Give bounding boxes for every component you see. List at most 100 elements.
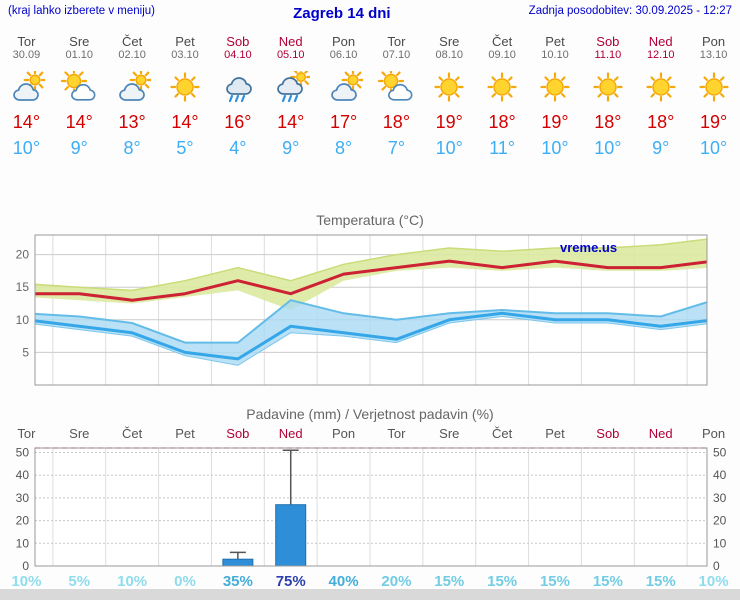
- sunny-icon: [589, 69, 627, 107]
- day-date: 02.10: [118, 49, 146, 61]
- temp-max: 13°: [118, 112, 146, 132]
- day-date: 03.10: [171, 49, 199, 61]
- temp-max: 19°: [541, 112, 569, 132]
- day-column[interactable]: Pon 13.10 19° 10°: [687, 34, 740, 168]
- temp-max: 14°: [277, 112, 305, 132]
- temp-ytick: 5: [22, 345, 29, 359]
- day-column[interactable]: Tor 30.09 14° 10°: [0, 34, 53, 168]
- rain-icon: [219, 69, 257, 107]
- temp-min: 7°: [387, 138, 406, 158]
- precip-probability: 75%: [275, 573, 306, 590]
- temp-max: 18°: [594, 112, 622, 132]
- day-name: Sre: [69, 34, 90, 49]
- day-name: Sob: [226, 34, 250, 49]
- day-date: 08.10: [435, 49, 464, 61]
- day-column[interactable]: Tor 07.10 18° 7°: [370, 34, 423, 168]
- precip-probability: 15%: [434, 573, 465, 590]
- precip-day-label: Tor: [17, 426, 36, 441]
- day-date: 01.10: [65, 49, 94, 61]
- precip-day-label: Pon: [332, 426, 356, 441]
- temp-min: 10°: [541, 138, 569, 158]
- temp-max: 17°: [329, 112, 358, 132]
- day-column[interactable]: Sob 11.10 18° 10°: [581, 34, 634, 168]
- day-date: 12.10: [646, 49, 675, 61]
- tmin-range-line: [35, 299, 707, 344]
- sunny-icon: [695, 69, 733, 107]
- temp-max: 14°: [65, 112, 93, 132]
- day-name: Ned: [648, 34, 673, 49]
- tmin-low-edge: [35, 315, 707, 366]
- day-date: 04.10: [224, 49, 252, 61]
- precip-day-label: Tor: [387, 426, 406, 441]
- tmax-range-line: [35, 237, 707, 292]
- precip-bar: [222, 558, 254, 567]
- footer-bar: [0, 589, 740, 600]
- temp-min: 4°: [229, 138, 247, 158]
- day-column[interactable]: Čet 09.10 18° 11°: [476, 34, 529, 168]
- precip-ytick-right: 10: [713, 536, 727, 550]
- precip-probability: 15%: [592, 573, 623, 590]
- temperature-chart: 5 10 15 20 vreme.us: [16, 234, 708, 386]
- temp-max: 19°: [699, 112, 728, 132]
- day-column[interactable]: Čet 02.10 13° 8°: [106, 34, 159, 168]
- precip-probability: 10%: [11, 573, 42, 590]
- day-name: Čet: [122, 34, 143, 49]
- precip-probability: 15%: [539, 573, 570, 590]
- precip-probability: 40%: [328, 573, 359, 590]
- precip-ytick-left: 10: [16, 536, 30, 550]
- day-column[interactable]: Sre 01.10 14° 9°: [53, 34, 106, 168]
- sunny-icon: [166, 69, 204, 107]
- precip-day-label: Ned: [648, 426, 673, 441]
- tmax-line: [35, 259, 707, 302]
- day-table: Tor 30.09 14° 10° Sre 01.10 14° 9° Čet 02.10 13° 8°…: [0, 26, 740, 168]
- precip-probability-row: 10% 5% 10% 0% 35% 75% 40% 20% 15% 15% 15% 15% 15% 10%: [0, 574, 740, 592]
- header: (kraj lahko izberete v meniju) Zagreb 14…: [0, 0, 740, 26]
- precip-day-label: Ned: [278, 426, 303, 441]
- day-name: Pon: [702, 34, 726, 49]
- precip-ytick-left: 20: [16, 514, 30, 528]
- day-column[interactable]: Ned 12.10 18° 9°: [634, 34, 687, 168]
- precip-ytick-left: 50: [16, 446, 30, 460]
- temp-max: 18°: [382, 112, 411, 132]
- precip-day-label: Pet: [545, 426, 565, 441]
- day-date: 10.10: [541, 49, 569, 61]
- precip-day-label: Sre: [69, 426, 90, 441]
- temp-max: 18°: [488, 112, 516, 132]
- temp-ytick: 15: [16, 280, 30, 294]
- temp-min: 11°: [489, 138, 516, 158]
- precip-probability: 15%: [645, 573, 676, 590]
- day-column[interactable]: Sob 04.10 16° 4°: [211, 34, 264, 168]
- precip-day-label: Sob: [226, 426, 250, 441]
- tmin-line: [35, 311, 707, 361]
- precip-probability: 10%: [698, 573, 729, 590]
- day-column[interactable]: Sre 08.10 19° 10°: [423, 34, 476, 168]
- day-name: Sob: [596, 34, 620, 49]
- precip-ytick-left: 40: [16, 468, 30, 482]
- temp-min: 5°: [176, 138, 194, 158]
- sun-rain-icon: [272, 69, 310, 107]
- sunny-icon: [536, 69, 574, 107]
- temp-ytick: 20: [16, 248, 30, 262]
- temp-max: 16°: [224, 112, 252, 132]
- day-name: Pon: [332, 34, 356, 49]
- day-column[interactable]: Pet 10.10 19° 10°: [529, 34, 582, 168]
- day-name: Pet: [175, 34, 195, 49]
- temp-max: 14°: [171, 112, 199, 132]
- temp-min: 9°: [70, 138, 88, 158]
- temp-min: 9°: [652, 138, 670, 158]
- precip-day-label: Čet: [122, 426, 143, 441]
- precip-probability: 20%: [381, 573, 412, 590]
- sunny-icon: [430, 69, 468, 107]
- day-name: Tor: [387, 34, 406, 49]
- watermark-link[interactable]: vreme.us: [560, 240, 617, 255]
- day-column[interactable]: Pet 03.10 14° 5°: [159, 34, 212, 168]
- day-name: Čet: [492, 34, 513, 49]
- day-column[interactable]: Ned 05.10 14° 9°: [264, 34, 317, 168]
- day-date: 05.10: [276, 49, 305, 61]
- precip-day-label: Sob: [596, 426, 620, 441]
- precip-day-label: Čet: [492, 426, 513, 441]
- precipitation-chart: 0 0 10 10 20 20 30 30 40 40 50 50: [16, 446, 727, 574]
- last-updated: Zadnja posodobitev: 30.09.2025 - 12:27: [528, 5, 732, 17]
- day-name: Pet: [545, 34, 565, 49]
- day-column[interactable]: Pon 06.10 17° 8°: [317, 34, 370, 168]
